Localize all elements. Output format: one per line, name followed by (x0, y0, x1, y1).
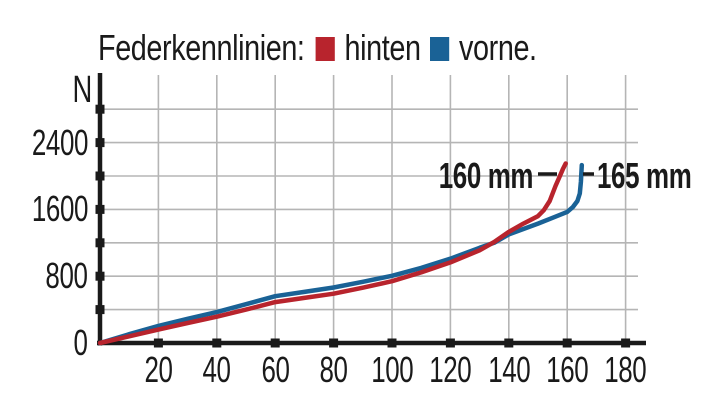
y-axis-unit-label: N (72, 69, 93, 111)
legend-label-vorne: vorne. (459, 27, 537, 68)
legend-swatch-hinten (315, 37, 335, 61)
x-tick-label: 80 (319, 349, 348, 390)
y-tick-label: 2400 (31, 121, 89, 163)
y-tick-label: 0 (73, 322, 88, 363)
x-tick-label: 100 (370, 349, 414, 390)
x-tick-label: 120 (429, 349, 472, 390)
legend-label-hinten: hinten (344, 27, 421, 68)
legend-title: Federkennlinien: (98, 27, 305, 68)
legend-swatch-vorne (430, 37, 450, 61)
y-tick-label: 1600 (31, 188, 89, 230)
x-tick-label: 60 (261, 349, 290, 390)
annotation-160mm: 160 mm (438, 155, 534, 196)
x-tick-label: 160 (546, 349, 589, 390)
y-tick-label: 800 (45, 255, 89, 297)
annotation-165mm: 165 mm (597, 155, 692, 196)
x-tick-label: 140 (487, 349, 531, 390)
x-tick-label: 40 (202, 349, 231, 390)
x-tick-label: 180 (604, 349, 647, 390)
x-tick-label: 20 (144, 349, 173, 390)
chart-legend: Federkennlinien: hinten vorne. (98, 27, 537, 69)
